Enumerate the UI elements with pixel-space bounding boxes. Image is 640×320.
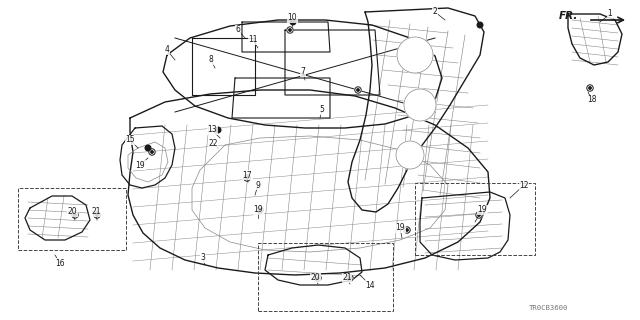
Circle shape [315, 275, 321, 281]
Circle shape [74, 214, 76, 216]
Circle shape [347, 275, 353, 281]
Text: 4: 4 [164, 45, 170, 54]
Circle shape [94, 212, 100, 218]
Text: 22: 22 [208, 139, 218, 148]
Circle shape [290, 19, 296, 25]
Text: 5: 5 [319, 106, 324, 115]
Text: 9: 9 [255, 180, 260, 189]
Text: 19: 19 [253, 205, 263, 214]
Text: 11: 11 [248, 36, 258, 44]
Circle shape [349, 277, 351, 279]
Circle shape [287, 27, 293, 33]
Circle shape [476, 212, 482, 218]
Circle shape [477, 22, 483, 28]
Circle shape [404, 227, 410, 233]
Text: 18: 18 [588, 95, 596, 105]
Text: 8: 8 [209, 55, 213, 65]
Bar [18, 188, 126, 250]
Circle shape [589, 87, 591, 89]
Circle shape [145, 145, 151, 151]
Text: 19: 19 [477, 205, 487, 214]
Text: 21: 21 [92, 207, 100, 217]
Circle shape [149, 149, 155, 155]
Circle shape [72, 212, 78, 218]
Circle shape [244, 175, 250, 181]
Text: 14: 14 [365, 281, 375, 290]
Text: 13: 13 [207, 125, 217, 134]
Bar [258, 243, 393, 311]
Circle shape [317, 277, 319, 279]
Text: 1: 1 [607, 10, 612, 19]
Text: FR.: FR. [559, 11, 578, 21]
Circle shape [355, 87, 361, 93]
Circle shape [246, 177, 248, 179]
Text: 10: 10 [287, 13, 297, 22]
Text: 12: 12 [519, 180, 529, 189]
Bar [415, 183, 535, 255]
Text: 20: 20 [310, 274, 320, 283]
Circle shape [259, 209, 261, 211]
Circle shape [289, 29, 291, 31]
Circle shape [357, 89, 359, 91]
Circle shape [397, 37, 433, 73]
Text: 21: 21 [342, 274, 352, 283]
Circle shape [587, 85, 593, 91]
Circle shape [257, 207, 263, 213]
Text: 6: 6 [236, 26, 241, 35]
Text: 19: 19 [135, 161, 145, 170]
Circle shape [151, 151, 153, 153]
Text: 7: 7 [301, 68, 305, 76]
Text: 20: 20 [67, 207, 77, 217]
Text: 17: 17 [242, 171, 252, 180]
Text: 15: 15 [125, 135, 135, 145]
Text: TR0CB3600: TR0CB3600 [528, 305, 568, 311]
Circle shape [478, 214, 480, 216]
Text: 3: 3 [200, 253, 205, 262]
Text: 16: 16 [55, 259, 65, 268]
Circle shape [96, 214, 98, 216]
Text: 19: 19 [395, 223, 405, 233]
Circle shape [404, 89, 436, 121]
Circle shape [406, 229, 408, 231]
Text: 2: 2 [433, 7, 437, 17]
Circle shape [396, 141, 424, 169]
Circle shape [215, 127, 221, 133]
